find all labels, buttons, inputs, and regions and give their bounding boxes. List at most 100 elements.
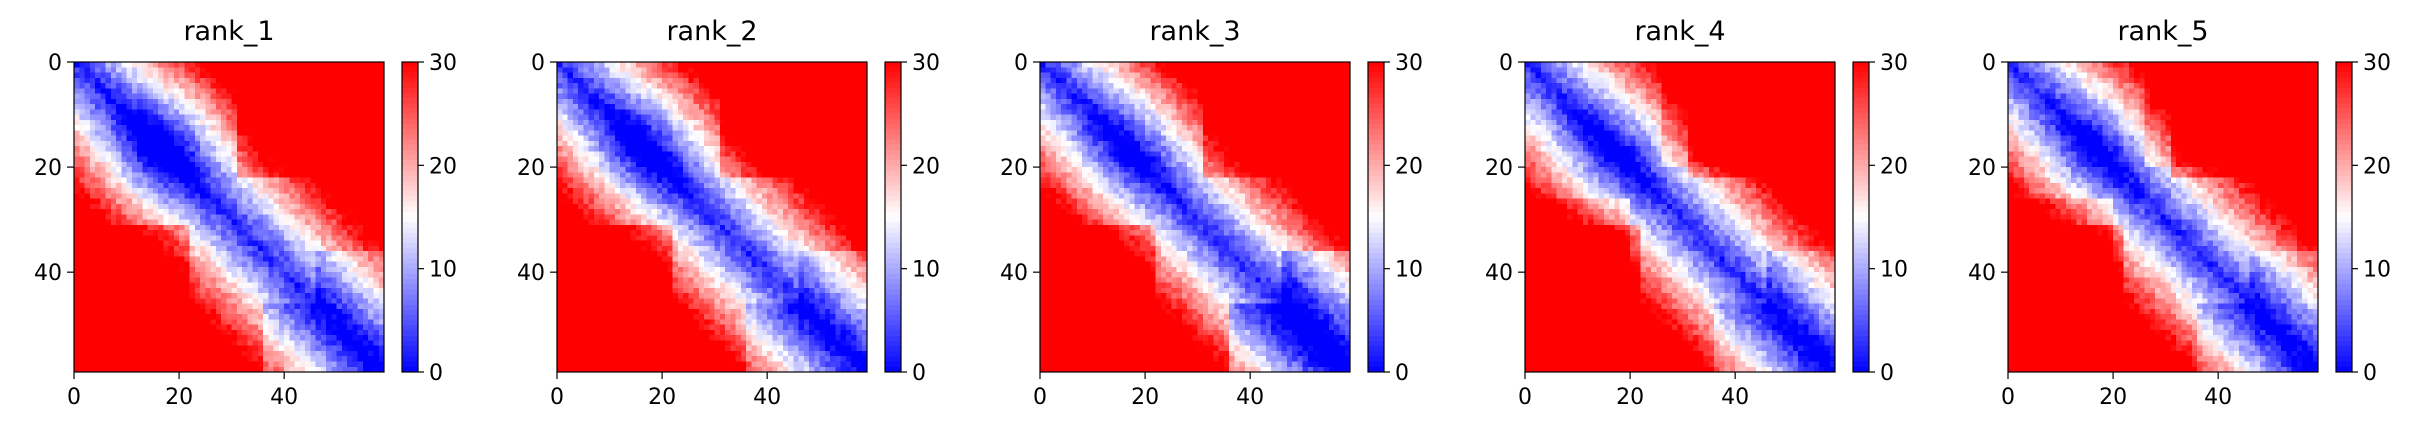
heatmap-cell <box>751 104 758 110</box>
heatmap-cell <box>305 62 311 68</box>
heatmap-cell <box>357 224 364 231</box>
heatmap-cell <box>231 256 238 263</box>
heatmap-cell <box>819 109 826 115</box>
heatmap-cell <box>284 135 290 142</box>
heatmap-cell <box>278 219 285 226</box>
heatmap-cell <box>740 130 747 136</box>
heatmap-cell <box>572 151 579 157</box>
heatmap-cell <box>210 214 217 221</box>
heatmap-cell <box>126 119 133 126</box>
heatmap-cell <box>215 303 222 310</box>
heatmap-cell <box>278 161 285 168</box>
heatmap-cell <box>168 114 175 121</box>
heatmap-cell <box>247 188 254 194</box>
heatmap-cell <box>289 298 296 305</box>
heatmap-cell <box>819 114 826 121</box>
heatmap-cell <box>278 172 285 178</box>
heatmap-cell <box>688 104 695 110</box>
heatmap-cell <box>110 72 117 79</box>
heatmap-cell <box>672 67 679 73</box>
heatmap-cell <box>173 209 180 215</box>
heatmap-cell <box>278 235 285 242</box>
heatmap-cell <box>824 98 831 105</box>
heatmap-cell <box>289 125 296 131</box>
heatmap-cell <box>756 130 763 136</box>
heatmap-cell <box>856 77 863 84</box>
heatmap-cell <box>352 335 359 341</box>
heatmap-cell <box>147 114 154 121</box>
heatmap-cell <box>116 277 122 284</box>
heatmap-cell <box>263 293 269 299</box>
heatmap-cell <box>152 151 159 157</box>
heatmap-cell <box>247 303 254 310</box>
heatmap-cell <box>168 277 175 284</box>
heatmap-cell <box>289 156 296 163</box>
heatmap-cell <box>158 146 164 152</box>
heatmap-cell <box>116 88 122 94</box>
heatmap-cell <box>709 151 716 157</box>
heatmap-cell <box>777 104 784 110</box>
heatmap-cell <box>268 293 275 299</box>
heatmap-cell <box>236 214 243 221</box>
heatmap-cell <box>368 335 374 341</box>
heatmap-cell <box>798 98 805 105</box>
heatmap-cell <box>352 329 359 336</box>
heatmap-cell <box>263 119 269 126</box>
heatmap-cell <box>725 177 731 184</box>
heatmap-cell <box>656 151 663 157</box>
heatmap-cell <box>215 156 222 163</box>
heatmap-cell <box>147 224 154 231</box>
heatmap-cell <box>210 125 217 131</box>
heatmap-cell <box>567 109 574 115</box>
heatmap-cell <box>215 324 222 331</box>
heatmap-cell <box>147 167 154 173</box>
heatmap-cell <box>819 72 826 79</box>
heatmap-cell <box>100 272 106 278</box>
heatmap-cell <box>194 272 201 278</box>
heatmap-cell <box>179 245 185 252</box>
heatmap-cell <box>231 98 238 105</box>
heatmap-cell <box>819 119 826 126</box>
heatmap-cell <box>310 130 317 136</box>
heatmap-cell <box>79 314 85 320</box>
heatmap-cell <box>215 177 222 184</box>
heatmap-cell <box>210 366 217 373</box>
heatmap-cell <box>567 125 574 131</box>
heatmap-cell <box>814 161 821 168</box>
heatmap-cell <box>116 130 122 136</box>
heatmap-cell <box>756 177 763 184</box>
heatmap-cell <box>373 219 380 226</box>
heatmap-cell <box>347 125 353 131</box>
heatmap-cell <box>341 182 348 189</box>
heatmap-cell <box>79 72 85 79</box>
heatmap-cell <box>89 251 96 257</box>
heatmap-cell <box>688 125 695 131</box>
heatmap-cell <box>824 156 831 163</box>
heatmap-cell <box>194 88 201 94</box>
heatmap-cell <box>231 293 238 299</box>
heatmap-cell <box>352 361 359 368</box>
heatmap-cell <box>583 146 589 152</box>
heatmap-cell <box>688 109 695 115</box>
heatmap-cell <box>373 224 380 231</box>
heatmap-cell <box>341 335 348 341</box>
heatmap-cell <box>89 293 96 299</box>
heatmap-cell <box>751 83 758 89</box>
heatmap-cell <box>667 109 673 115</box>
heatmap-cell <box>284 235 290 242</box>
heatmap-cell <box>352 298 359 305</box>
heatmap-cell <box>231 345 238 352</box>
heatmap-cell <box>761 93 768 100</box>
heatmap-cell <box>226 272 233 278</box>
heatmap-cell <box>567 156 574 163</box>
heatmap-cell <box>289 167 296 173</box>
heatmap-cell <box>578 140 584 147</box>
heatmap-cell <box>131 104 138 110</box>
heatmap-cell <box>320 156 327 163</box>
heatmap-cell <box>142 272 148 278</box>
heatmap-cell <box>856 125 863 131</box>
heatmap-cell <box>341 62 348 68</box>
heatmap-cell <box>331 167 338 173</box>
heatmap-cell <box>294 104 301 110</box>
heatmap-cell <box>347 224 353 231</box>
